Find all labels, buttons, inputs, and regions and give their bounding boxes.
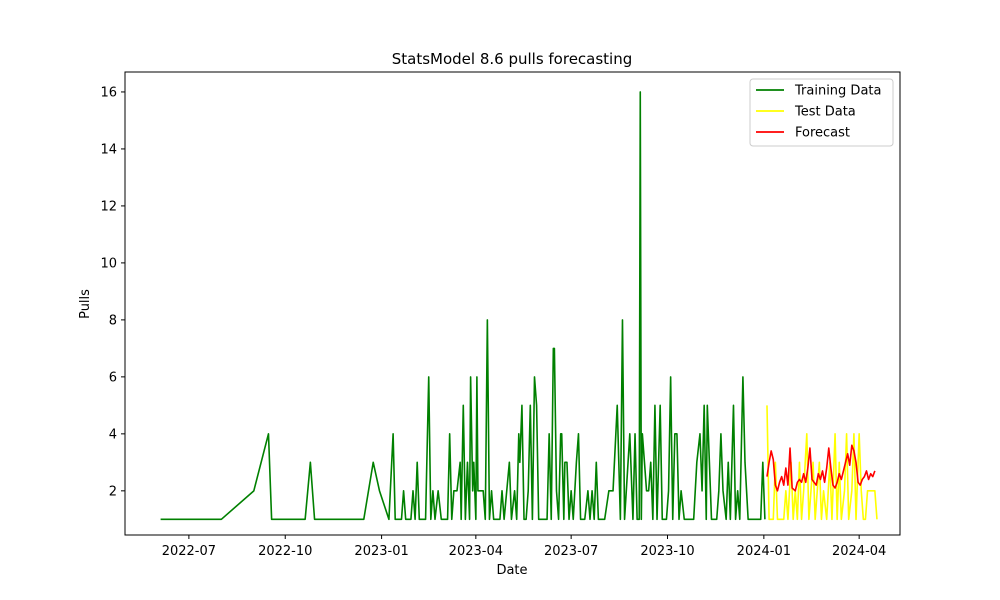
series-line-training-data [160,91,766,521]
y-axis: 2 4 6 8 10 12 14 16 [100,85,125,499]
legend-label-forecast: Forecast [795,126,850,141]
plot-lines [160,91,878,521]
y-tick-label: 4 [109,427,117,442]
legend-label-test-data: Test Data [794,105,856,120]
series-line-test-data [766,405,878,521]
y-tick-label: 8 [109,313,117,328]
plot-frame [124,71,901,536]
chart-title: StatsModel 8.6 pulls forecasting [392,50,633,68]
series-line-forecast [766,444,876,492]
legend-box [749,78,894,147]
x-tick-label: 2022-07 [162,544,216,559]
x-axis-title: Date [496,563,527,578]
x-tick-label: 2023-10 [640,544,694,559]
y-tick-label: 2 [109,484,117,499]
x-axis: 2022-07 2022-10 2023-01 2023-04 2023-07 2023-… [162,535,886,559]
legend: Training Data Test Data Forecast [749,78,894,147]
y-axis-title: Pulls [78,289,93,319]
x-tick-label: 2024-01 [737,544,791,559]
y-tick-label: 12 [100,199,117,214]
x-tick-label: 2024-04 [832,544,886,559]
x-tick-label: 2023-07 [544,544,598,559]
y-tick-label: 6 [109,370,117,385]
y-tick-label: 14 [100,142,117,157]
legend-label-training-data: Training Data [794,84,881,99]
y-tick-label: 16 [100,85,117,100]
x-tick-label: 2023-01 [354,544,408,559]
x-tick-label: 2022-10 [258,544,312,559]
x-tick-label: 2023-04 [449,544,503,559]
y-tick-label: 10 [100,256,117,271]
